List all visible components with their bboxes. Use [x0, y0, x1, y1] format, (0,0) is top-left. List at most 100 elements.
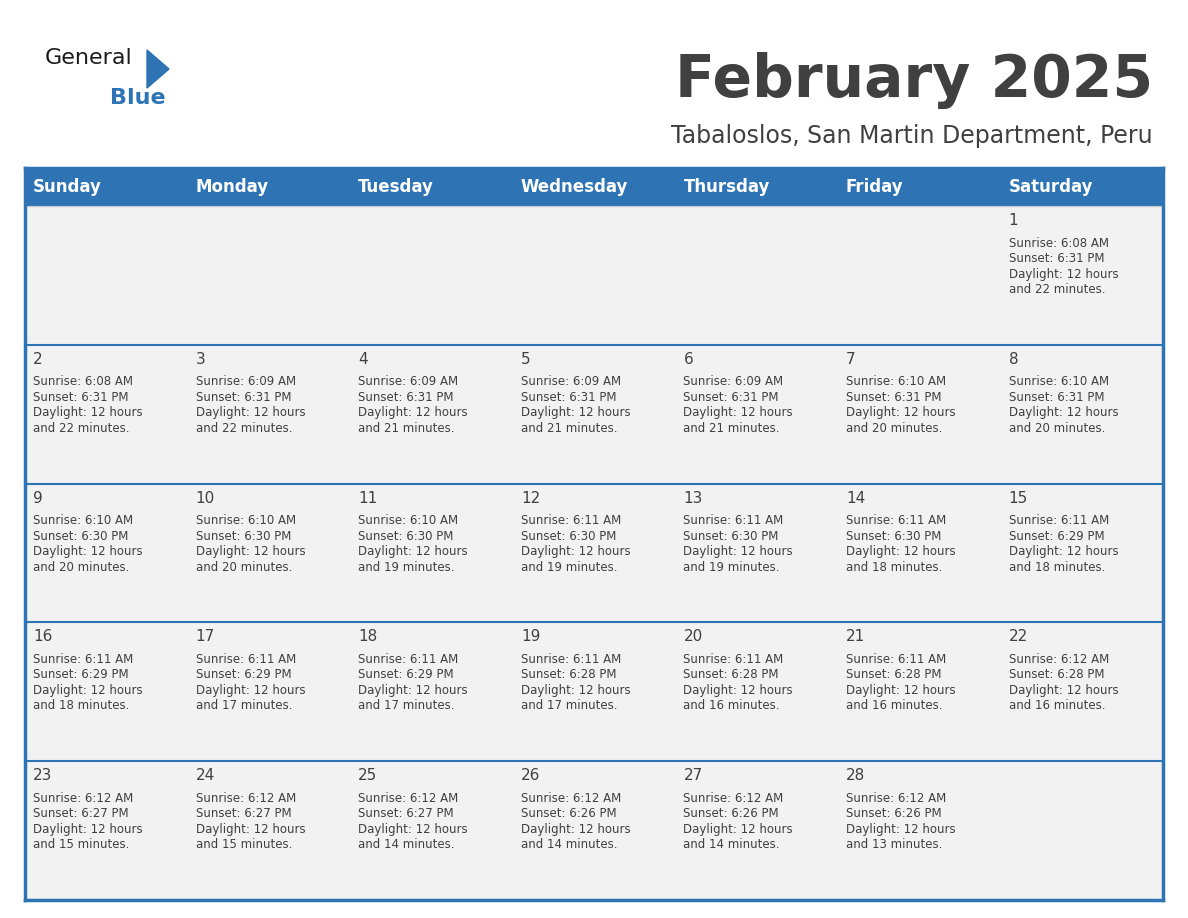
- Text: Sunset: 6:29 PM: Sunset: 6:29 PM: [1009, 530, 1104, 543]
- FancyBboxPatch shape: [188, 761, 350, 900]
- Text: 4: 4: [359, 352, 368, 366]
- Text: 8: 8: [1009, 352, 1018, 366]
- Text: Sunset: 6:27 PM: Sunset: 6:27 PM: [33, 807, 128, 821]
- Text: Daylight: 12 hours: Daylight: 12 hours: [1009, 684, 1118, 697]
- Text: 26: 26: [520, 768, 541, 783]
- Text: Sunrise: 6:10 AM: Sunrise: 6:10 AM: [196, 514, 296, 527]
- FancyBboxPatch shape: [838, 484, 1000, 622]
- Text: Sunrise: 6:11 AM: Sunrise: 6:11 AM: [196, 653, 296, 666]
- Text: Sunset: 6:30 PM: Sunset: 6:30 PM: [359, 530, 454, 543]
- Text: and 20 minutes.: and 20 minutes.: [846, 422, 942, 435]
- Text: and 22 minutes.: and 22 minutes.: [1009, 283, 1105, 296]
- Text: Sunrise: 6:10 AM: Sunrise: 6:10 AM: [359, 514, 459, 527]
- Text: 27: 27: [683, 768, 702, 783]
- Text: Sunset: 6:27 PM: Sunset: 6:27 PM: [196, 807, 291, 821]
- Text: Tabaloslos, San Martin Department, Peru: Tabaloslos, San Martin Department, Peru: [671, 124, 1154, 148]
- Text: and 20 minutes.: and 20 minutes.: [196, 561, 292, 574]
- Text: and 14 minutes.: and 14 minutes.: [683, 838, 779, 851]
- Text: Sunset: 6:30 PM: Sunset: 6:30 PM: [196, 530, 291, 543]
- FancyBboxPatch shape: [675, 168, 838, 206]
- Text: 9: 9: [33, 490, 43, 506]
- FancyBboxPatch shape: [1000, 761, 1163, 900]
- Text: Sunset: 6:30 PM: Sunset: 6:30 PM: [846, 530, 941, 543]
- FancyBboxPatch shape: [1000, 168, 1163, 206]
- Text: and 22 minutes.: and 22 minutes.: [196, 422, 292, 435]
- Text: Sunrise: 6:12 AM: Sunrise: 6:12 AM: [846, 791, 946, 805]
- Text: Sunset: 6:29 PM: Sunset: 6:29 PM: [196, 668, 291, 681]
- FancyBboxPatch shape: [513, 168, 675, 206]
- Text: Sunrise: 6:09 AM: Sunrise: 6:09 AM: [520, 375, 621, 388]
- FancyBboxPatch shape: [188, 622, 350, 761]
- Text: Sunset: 6:28 PM: Sunset: 6:28 PM: [1009, 668, 1104, 681]
- Text: and 17 minutes.: and 17 minutes.: [520, 700, 618, 712]
- Text: 3: 3: [196, 352, 206, 366]
- FancyBboxPatch shape: [350, 345, 513, 484]
- Text: 1: 1: [1009, 213, 1018, 228]
- Text: Sunset: 6:30 PM: Sunset: 6:30 PM: [683, 530, 779, 543]
- FancyBboxPatch shape: [1000, 622, 1163, 761]
- Text: 25: 25: [359, 768, 378, 783]
- Text: Saturday: Saturday: [1009, 178, 1093, 196]
- Text: 15: 15: [1009, 490, 1028, 506]
- Text: Sunrise: 6:09 AM: Sunrise: 6:09 AM: [359, 375, 459, 388]
- Text: 6: 6: [683, 352, 693, 366]
- FancyBboxPatch shape: [350, 761, 513, 900]
- Text: 20: 20: [683, 630, 702, 644]
- FancyBboxPatch shape: [513, 622, 675, 761]
- Text: and 15 minutes.: and 15 minutes.: [33, 838, 129, 851]
- Text: Sunrise: 6:09 AM: Sunrise: 6:09 AM: [196, 375, 296, 388]
- Text: Sunset: 6:28 PM: Sunset: 6:28 PM: [683, 668, 779, 681]
- Text: 16: 16: [33, 630, 52, 644]
- Text: Friday: Friday: [846, 178, 904, 196]
- Text: Daylight: 12 hours: Daylight: 12 hours: [196, 684, 305, 697]
- Text: Sunrise: 6:10 AM: Sunrise: 6:10 AM: [846, 375, 946, 388]
- FancyBboxPatch shape: [188, 168, 350, 206]
- Text: and 20 minutes.: and 20 minutes.: [1009, 422, 1105, 435]
- Text: Sunrise: 6:12 AM: Sunrise: 6:12 AM: [33, 791, 133, 805]
- Text: Sunset: 6:27 PM: Sunset: 6:27 PM: [359, 807, 454, 821]
- FancyBboxPatch shape: [350, 206, 513, 345]
- Text: Sunset: 6:31 PM: Sunset: 6:31 PM: [1009, 391, 1104, 404]
- Text: Sunrise: 6:12 AM: Sunrise: 6:12 AM: [683, 791, 784, 805]
- Text: and 16 minutes.: and 16 minutes.: [846, 700, 942, 712]
- Text: Daylight: 12 hours: Daylight: 12 hours: [196, 407, 305, 420]
- Text: Sunrise: 6:11 AM: Sunrise: 6:11 AM: [359, 653, 459, 666]
- Text: and 16 minutes.: and 16 minutes.: [1009, 700, 1105, 712]
- Text: and 16 minutes.: and 16 minutes.: [683, 700, 779, 712]
- Text: and 15 minutes.: and 15 minutes.: [196, 838, 292, 851]
- Text: Daylight: 12 hours: Daylight: 12 hours: [846, 407, 955, 420]
- Text: Daylight: 12 hours: Daylight: 12 hours: [33, 823, 143, 835]
- Text: 28: 28: [846, 768, 865, 783]
- FancyBboxPatch shape: [675, 622, 838, 761]
- FancyBboxPatch shape: [25, 345, 188, 484]
- Text: 12: 12: [520, 490, 541, 506]
- FancyBboxPatch shape: [838, 168, 1000, 206]
- Text: Daylight: 12 hours: Daylight: 12 hours: [196, 823, 305, 835]
- Text: Daylight: 12 hours: Daylight: 12 hours: [33, 545, 143, 558]
- Text: Sunrise: 6:11 AM: Sunrise: 6:11 AM: [33, 653, 133, 666]
- Text: 19: 19: [520, 630, 541, 644]
- Text: Daylight: 12 hours: Daylight: 12 hours: [1009, 545, 1118, 558]
- Text: Daylight: 12 hours: Daylight: 12 hours: [520, 407, 631, 420]
- Text: 10: 10: [196, 490, 215, 506]
- Text: Sunrise: 6:12 AM: Sunrise: 6:12 AM: [520, 791, 621, 805]
- Text: and 21 minutes.: and 21 minutes.: [683, 422, 779, 435]
- Text: and 17 minutes.: and 17 minutes.: [196, 700, 292, 712]
- Text: Sunrise: 6:09 AM: Sunrise: 6:09 AM: [683, 375, 784, 388]
- FancyBboxPatch shape: [513, 345, 675, 484]
- Text: Daylight: 12 hours: Daylight: 12 hours: [196, 545, 305, 558]
- Text: Sunset: 6:31 PM: Sunset: 6:31 PM: [846, 391, 941, 404]
- Text: Daylight: 12 hours: Daylight: 12 hours: [846, 545, 955, 558]
- Text: 22: 22: [1009, 630, 1028, 644]
- Text: 13: 13: [683, 490, 703, 506]
- Text: Daylight: 12 hours: Daylight: 12 hours: [520, 545, 631, 558]
- FancyBboxPatch shape: [25, 206, 188, 345]
- FancyBboxPatch shape: [513, 484, 675, 622]
- Text: Sunrise: 6:10 AM: Sunrise: 6:10 AM: [33, 514, 133, 527]
- Text: Sunset: 6:30 PM: Sunset: 6:30 PM: [520, 530, 617, 543]
- FancyBboxPatch shape: [1000, 206, 1163, 345]
- Text: Sunset: 6:31 PM: Sunset: 6:31 PM: [33, 391, 128, 404]
- Text: Sunrise: 6:11 AM: Sunrise: 6:11 AM: [846, 653, 946, 666]
- Text: Sunrise: 6:11 AM: Sunrise: 6:11 AM: [683, 514, 784, 527]
- Text: Sunset: 6:28 PM: Sunset: 6:28 PM: [846, 668, 941, 681]
